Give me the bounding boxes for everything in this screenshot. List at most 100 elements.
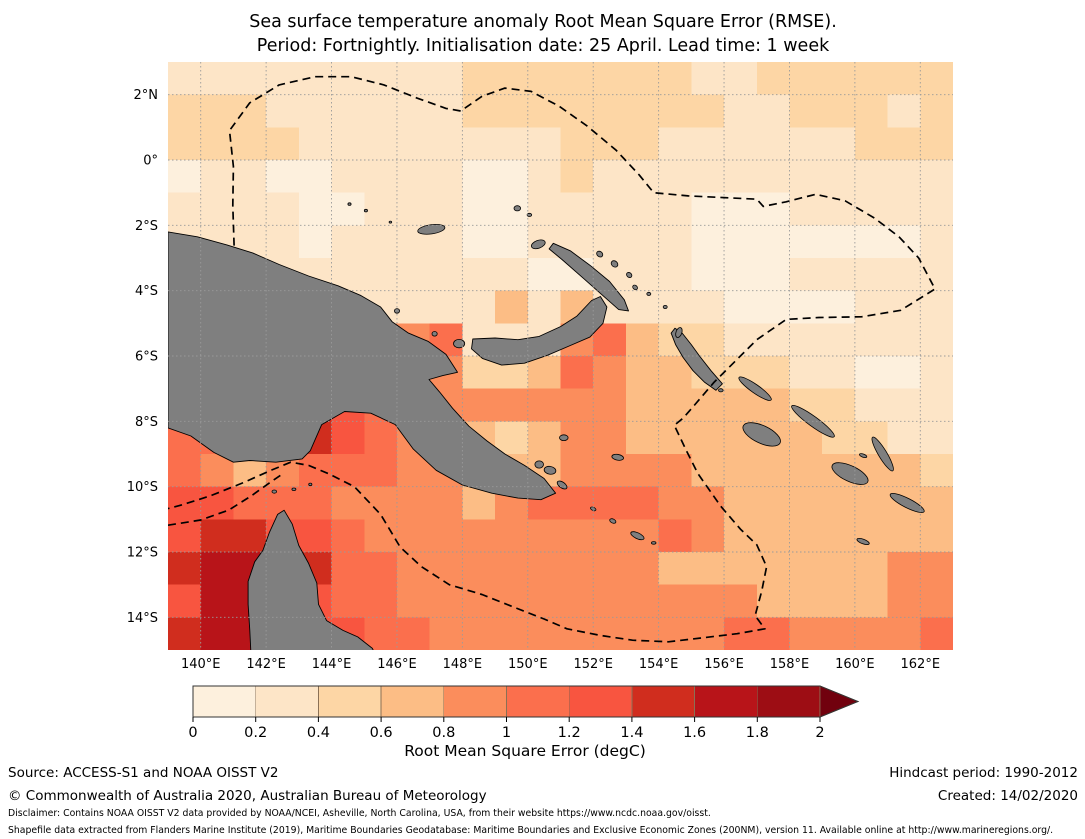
heatmap-cell bbox=[298, 225, 333, 259]
heatmap-cell bbox=[887, 421, 921, 455]
heatmap-cell bbox=[625, 388, 660, 422]
landmass-australia-cape-york bbox=[247, 509, 374, 650]
heatmap-cell bbox=[658, 454, 692, 488]
colorbar: 0 0.2 0.4 0.6 0.8 1 1.2 1.4 1.6 1.8 2 bbox=[188, 685, 860, 741]
heatmap-cell bbox=[233, 192, 267, 226]
heatmap-cell bbox=[233, 62, 267, 96]
heatmap-cell bbox=[593, 584, 627, 618]
landmass-new-ireland bbox=[548, 242, 629, 312]
heatmap-cell bbox=[854, 160, 889, 194]
heatmap-cell bbox=[887, 617, 921, 650]
heatmap-cell bbox=[168, 62, 202, 96]
heatmap-cell bbox=[625, 421, 660, 455]
island bbox=[889, 493, 925, 513]
heatmap-cell bbox=[200, 552, 234, 586]
heatmap-cell bbox=[364, 617, 398, 650]
heatmap-cell bbox=[462, 552, 496, 586]
heatmap-cell bbox=[396, 94, 431, 128]
heatmap-cell bbox=[495, 160, 529, 194]
gridlines-layer bbox=[168, 62, 953, 650]
heatmap-cell bbox=[364, 258, 398, 292]
heatmap-cell bbox=[429, 127, 463, 161]
heatmap-cell bbox=[854, 94, 889, 128]
heatmap-cell bbox=[854, 323, 889, 357]
heatmap-cell bbox=[756, 225, 790, 259]
heatmap-cell bbox=[854, 617, 889, 650]
colorbar-tick-label: 0.2 bbox=[244, 725, 267, 741]
island bbox=[742, 422, 781, 447]
heatmap-cell bbox=[724, 127, 758, 161]
heatmap-cell bbox=[756, 192, 790, 226]
heatmap-cell bbox=[822, 552, 856, 586]
colorbar-tick-label: 0.6 bbox=[370, 725, 393, 741]
colorbar-tick-label: 1 bbox=[502, 725, 511, 741]
heatmap-cell bbox=[527, 421, 561, 455]
colorbar-segment bbox=[317, 685, 382, 718]
heatmap-cell bbox=[527, 552, 561, 586]
y-axis-tick-label: 10°S bbox=[127, 480, 158, 495]
y-axis-tick-label: 4°S bbox=[135, 284, 158, 299]
heatmap-cell bbox=[331, 94, 365, 128]
heatmap-cell bbox=[756, 62, 790, 96]
island bbox=[831, 462, 869, 485]
heatmap-cell bbox=[789, 323, 823, 357]
heatmap-cell bbox=[462, 519, 496, 553]
heatmap-cell bbox=[691, 225, 725, 259]
heatmap-cell bbox=[495, 617, 529, 650]
heatmap-cell bbox=[822, 323, 856, 357]
island bbox=[388, 220, 393, 224]
heatmap-cell bbox=[266, 127, 300, 161]
heatmap-cell bbox=[560, 62, 594, 96]
heatmap-cell bbox=[887, 552, 921, 586]
heatmap-cell bbox=[789, 127, 823, 161]
colorbar-tick-label: 2 bbox=[815, 725, 824, 741]
heatmap-cell bbox=[200, 62, 234, 96]
colorbar-segment bbox=[380, 685, 445, 718]
heatmap-cell bbox=[724, 388, 758, 422]
heatmap-cell bbox=[560, 552, 594, 586]
heatmap-cell bbox=[691, 290, 725, 324]
heatmap-cell bbox=[495, 388, 529, 422]
heatmap-cell bbox=[724, 486, 758, 520]
axis-labels: 140°E 142°E 144°E 146°E 148°E 150°E 152°E 154°E… bbox=[127, 88, 940, 672]
heatmap-cell bbox=[233, 486, 267, 520]
heatmap-cell bbox=[789, 486, 823, 520]
heatmap-cell bbox=[822, 356, 856, 390]
heatmap-cell bbox=[724, 552, 758, 586]
heatmap-cell bbox=[331, 160, 365, 194]
heatmap-cell bbox=[822, 94, 856, 128]
y-axis-tick-label: 0° bbox=[143, 154, 158, 169]
heatmap-cell bbox=[724, 290, 758, 324]
heatmap-cell bbox=[658, 388, 692, 422]
x-axis-tick-label: 162°E bbox=[901, 657, 941, 672]
heatmap-cell bbox=[691, 62, 725, 96]
heatmap-cell bbox=[396, 617, 431, 650]
heatmap-cell bbox=[887, 258, 921, 292]
heatmap-cell bbox=[298, 127, 333, 161]
heatmap-cell bbox=[364, 192, 398, 226]
heatmap-cell bbox=[658, 160, 692, 194]
heatmap-cell bbox=[789, 160, 823, 194]
heatmap-cell bbox=[168, 486, 202, 520]
heatmap-cell bbox=[593, 192, 627, 226]
island bbox=[590, 506, 597, 512]
heatmap-cell bbox=[364, 225, 398, 259]
map-clipped-area bbox=[168, 62, 953, 650]
heatmap-cell bbox=[724, 519, 758, 553]
island bbox=[363, 208, 368, 213]
heatmap-cell bbox=[462, 127, 496, 161]
heatmap-cell bbox=[593, 62, 627, 96]
heatmap-cell bbox=[593, 323, 627, 357]
island bbox=[543, 465, 557, 475]
heatmap-cell bbox=[920, 290, 953, 324]
x-axis-tick-label: 154°E bbox=[639, 657, 679, 672]
heatmap-cell bbox=[200, 584, 234, 618]
heatmap-cell bbox=[756, 258, 790, 292]
footer-hindcast-period: Hindcast period: 1990-2012 bbox=[889, 765, 1078, 781]
heatmap-cell bbox=[429, 486, 463, 520]
island bbox=[632, 284, 638, 291]
heatmap-cell bbox=[495, 552, 529, 586]
heatmap-cell bbox=[822, 486, 856, 520]
heatmap-cell bbox=[396, 258, 431, 292]
heatmap-cell bbox=[789, 225, 823, 259]
